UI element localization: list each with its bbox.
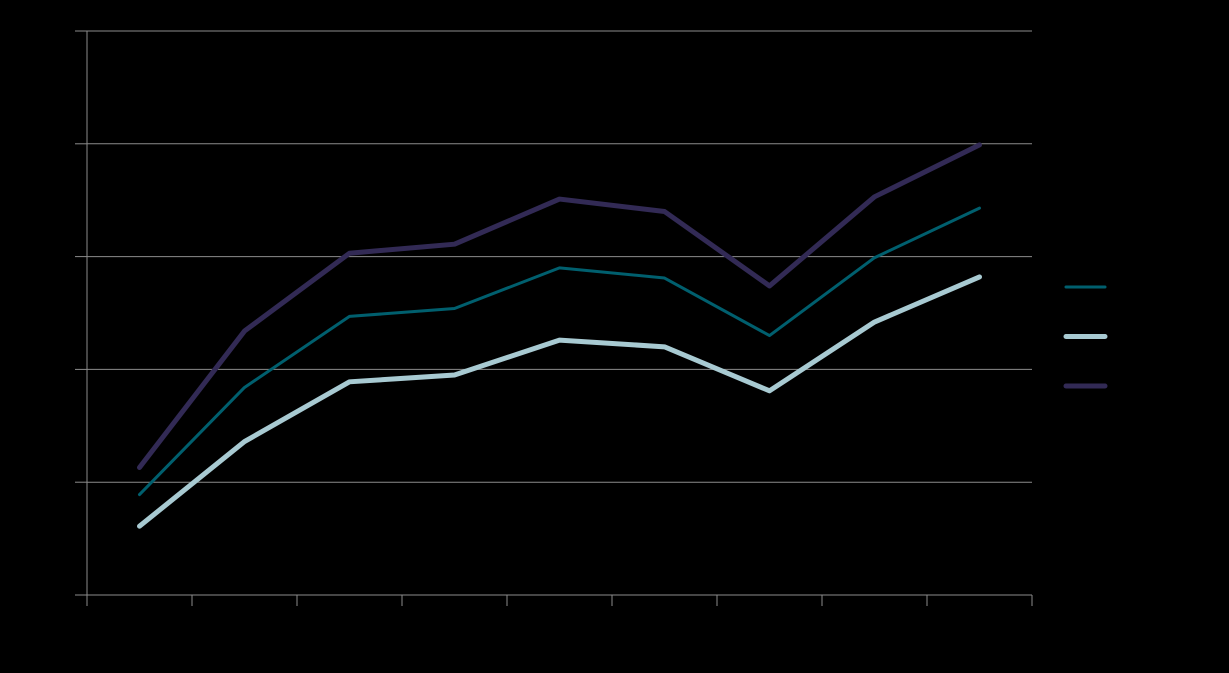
series-line: [137, 274, 982, 529]
series-line: [137, 142, 982, 471]
series-line: [138, 206, 981, 497]
